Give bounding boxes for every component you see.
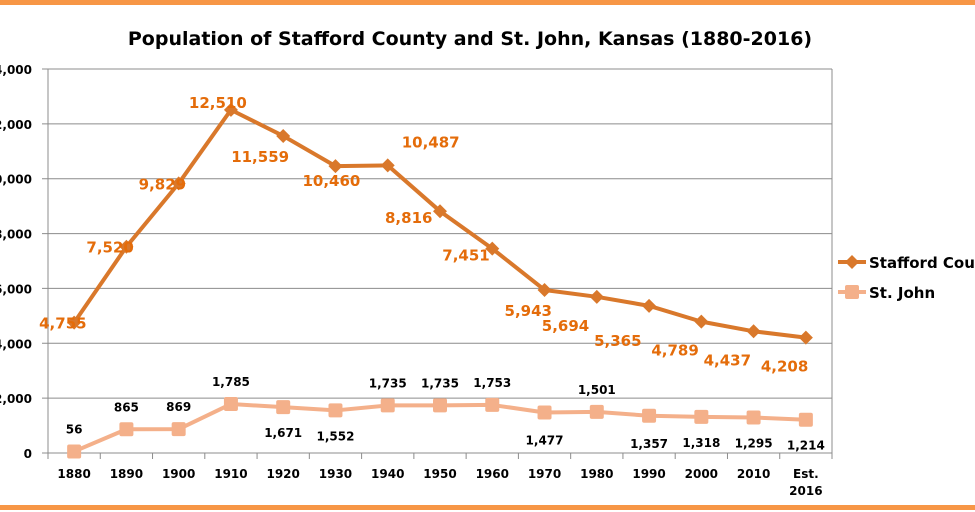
y-tick-label: 2,000: [0, 392, 32, 406]
x-tick-label: Est.: [793, 467, 819, 481]
data-label: 4,208: [761, 358, 808, 376]
top-border: [0, 0, 975, 5]
data-label: 10,460: [302, 172, 360, 190]
data-label: 1,753: [473, 376, 511, 390]
data-label: 1,671: [264, 426, 302, 440]
data-label: 10,487: [402, 133, 460, 151]
data-label: 8,816: [385, 209, 432, 227]
data-point-square: [746, 410, 761, 425]
data-point-square: [433, 398, 447, 413]
data-point-diamond: [642, 298, 657, 313]
y-tick-label: 8,000: [0, 228, 32, 242]
data-point-square: [537, 405, 552, 420]
data-point-square: [589, 404, 604, 419]
data-point-diamond: [119, 239, 134, 254]
data-label: 11,559: [231, 148, 289, 166]
data-point-square: [798, 412, 813, 427]
data-point-diamond: [67, 315, 82, 330]
data-label: 5,365: [594, 332, 641, 350]
data-label: 1,785: [212, 375, 250, 389]
x-tick-label: 1980: [580, 467, 613, 481]
data-point-square: [328, 403, 343, 418]
y-tick-label: 12,000: [0, 118, 32, 132]
data-label: 56: [66, 422, 83, 436]
data-point-square: [171, 422, 186, 437]
data-point-diamond: [537, 282, 552, 297]
data-point-square: [694, 409, 709, 424]
x-tick-label: 1880: [57, 467, 90, 481]
y-tick-label: 6,000: [0, 282, 32, 296]
data-point-diamond: [433, 204, 447, 219]
x-tick-label: 1930: [319, 467, 352, 481]
data-label: 1,735: [421, 376, 459, 390]
data-label: 1,214: [787, 439, 825, 453]
data-label: 7,451: [442, 247, 489, 265]
x-tick-label: 1910: [214, 467, 247, 481]
data-point-diamond: [276, 128, 291, 143]
y-tick-label: 14,000: [0, 63, 32, 77]
data-point-square: [67, 444, 82, 459]
x-tick-label: 1900: [162, 467, 195, 481]
x-tick-label: 1940: [371, 467, 404, 481]
x-tick-label: 1960: [476, 467, 509, 481]
legend-label: Stafford County: [869, 254, 975, 272]
legend-label: St. John: [869, 284, 935, 302]
data-point-square: [223, 397, 238, 412]
data-label: 4,789: [651, 342, 698, 360]
legend-square-icon: [845, 285, 859, 299]
data-point-diamond: [380, 158, 395, 173]
data-point-diamond: [589, 289, 604, 304]
data-label: 7,520: [86, 239, 133, 257]
x-tick-label: 1920: [266, 467, 299, 481]
data-label: 1,477: [526, 433, 564, 447]
data-label: 1,552: [316, 429, 354, 443]
data-label: 12,510: [189, 94, 247, 112]
y-tick-label: 0: [24, 447, 32, 461]
data-label: 865: [114, 400, 139, 414]
data-point-diamond: [746, 324, 761, 339]
data-point-diamond: [328, 159, 343, 174]
data-point-diamond: [223, 102, 238, 117]
data-point-square: [380, 398, 395, 413]
x-tick-label: 1990: [632, 467, 665, 481]
data-point-square: [119, 422, 134, 437]
y-tick-label: 4,000: [0, 337, 32, 351]
data-label: 4,755: [39, 315, 86, 333]
chart-title: Population of Stafford County and St. Jo…: [128, 28, 812, 50]
legend-diamond-icon: [845, 255, 859, 269]
data-label: 1,295: [735, 436, 773, 450]
x-tick-label: 2010: [737, 467, 770, 481]
bottom-border: [0, 505, 975, 510]
x-tick-label: 2016: [789, 484, 822, 498]
data-point-diamond: [171, 176, 186, 191]
data-label: 1,735: [369, 376, 407, 390]
data-label: 869: [166, 400, 191, 414]
data-label: 9,829: [139, 175, 186, 193]
data-label: 1,318: [682, 436, 720, 450]
data-label: 5,943: [505, 302, 552, 320]
data-label: 1,357: [630, 437, 668, 451]
x-tick-label: 1970: [528, 467, 561, 481]
data-point-square: [642, 408, 657, 423]
data-label: 5,694: [542, 317, 589, 335]
data-point-diamond: [694, 314, 709, 329]
data-point-diamond: [485, 241, 500, 256]
data-point-square: [276, 400, 291, 415]
x-tick-label: 1950: [423, 467, 456, 481]
x-tick-label: 2000: [685, 467, 718, 481]
y-tick-label: 10,000: [0, 173, 32, 187]
data-point-square: [485, 397, 500, 412]
data-point-diamond: [798, 330, 813, 345]
data-label: 4,437: [704, 351, 751, 369]
data-label: 1,501: [578, 383, 616, 397]
x-tick-label: 1890: [110, 467, 143, 481]
